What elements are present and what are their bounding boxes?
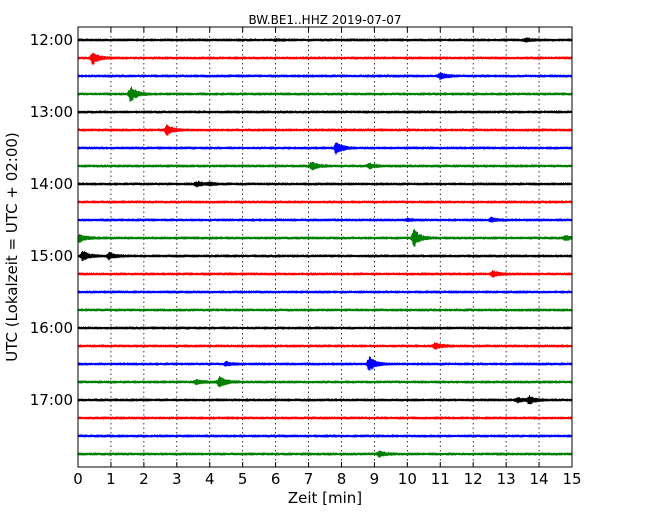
y-tick-label: 17:00 (30, 391, 73, 409)
seismogram-trace (77, 37, 573, 43)
x-tick-label: 7 (304, 470, 314, 488)
x-tick-label: 1 (106, 470, 116, 488)
axes: 0 1 2 3 4 5 6 7 8 9 10 11 12 13 14 1512:0013:0014:0015:… (30, 26, 582, 488)
plot-frame (77, 26, 573, 468)
seismogram-trace (77, 124, 573, 136)
seismogram-trace (77, 450, 573, 458)
seismogram-trace (77, 290, 573, 294)
seismogram-trace (77, 356, 573, 371)
seismogram-trace (77, 142, 573, 155)
traces (77, 37, 573, 458)
seismogram-trace (77, 216, 573, 223)
y-tick-label: 15:00 (30, 247, 73, 265)
x-tick-label: 13 (497, 470, 516, 488)
seismogram-trace (77, 228, 573, 247)
seismogram-trace (77, 375, 573, 388)
y-tick-label: 14:00 (30, 175, 73, 193)
x-tick-label: 12 (464, 470, 483, 488)
x-tick-label: 11 (431, 470, 450, 488)
y-tick-label: 13:00 (30, 103, 73, 121)
seismogram-trace (77, 161, 573, 171)
x-tick-label: 14 (530, 470, 549, 488)
seismogram-trace (77, 395, 573, 405)
seismogram-trace (77, 342, 573, 350)
x-tick-label: 6 (271, 470, 281, 488)
seismogram-trace (77, 180, 573, 188)
seismogram-trace (77, 110, 573, 114)
seismogram-trace (77, 72, 573, 81)
y-tick-label: 12:00 (30, 31, 73, 49)
seismogram-trace (77, 86, 573, 103)
x-axis-label: Zeit [min] (288, 489, 362, 507)
x-tick-label: 2 (139, 470, 149, 488)
x-tick-label: 3 (172, 470, 182, 488)
x-tick-label: 0 (73, 470, 83, 488)
seismogram-trace (77, 416, 573, 420)
x-tick-label: 5 (238, 470, 248, 488)
chart-title: BW.BE1..HHZ 2019-07-07 (248, 13, 401, 27)
seismogram-trace (77, 250, 573, 262)
y-tick-label: 16:00 (30, 319, 73, 337)
x-tick-label: 15 (562, 470, 581, 488)
seismogram-trace (77, 269, 573, 278)
seismogram-trace (77, 200, 573, 204)
y-axis-label: UTC (Lokalzeit = UTC + 02:00) (3, 132, 21, 362)
seismogram-trace (77, 52, 573, 66)
x-tick-label: 8 (337, 470, 347, 488)
x-tick-label: 10 (398, 470, 417, 488)
seismogram-trace (77, 308, 573, 312)
grid (110, 27, 540, 467)
seismogram-trace (77, 434, 573, 438)
seismogram-trace (77, 326, 573, 330)
x-tick-label: 4 (205, 470, 215, 488)
x-tick-label: 9 (370, 470, 380, 488)
